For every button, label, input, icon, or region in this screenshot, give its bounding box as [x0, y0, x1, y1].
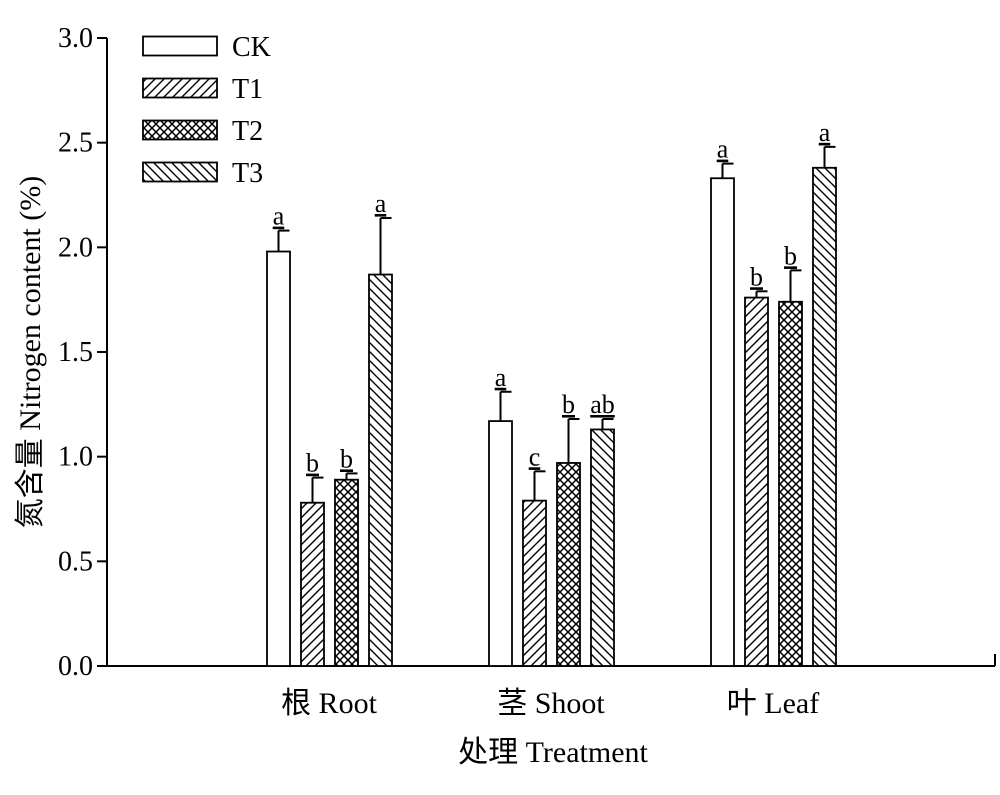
bar-t1	[744, 296, 769, 667]
y-tick-label: 1.5	[58, 337, 93, 368]
legend-label-ck: CK	[232, 32, 271, 63]
x-category-label: 根 Root	[281, 687, 378, 720]
legend-swatch-t1	[142, 77, 218, 99]
bar-t2	[556, 462, 581, 667]
y-tick-label: 1.0	[58, 442, 93, 473]
x-category-label: 茎 Shoot	[497, 687, 605, 720]
bar-ck	[710, 177, 735, 667]
bar-t3	[812, 166, 837, 667]
significance-label: a	[375, 189, 387, 218]
axes: 0.0 0.5 1.0 1.5 2.0 2.5 3.0	[58, 23, 996, 682]
significance-label: c	[529, 442, 541, 471]
x-axis-title: 处理 Treatment	[458, 736, 648, 769]
y-tick-label: 2.5	[58, 128, 93, 159]
bar-t2	[778, 300, 803, 667]
significance-label: b	[562, 390, 575, 419]
y-tick-label: 0.5	[58, 546, 93, 577]
significance-label: ab	[590, 390, 615, 419]
bar-t2	[334, 478, 359, 667]
legend-swatch-ck	[142, 35, 218, 57]
bar-ck	[266, 250, 291, 667]
significance-label: b	[340, 444, 353, 473]
legend-swatch-t3	[142, 161, 218, 183]
bar-t3	[368, 273, 393, 667]
bar-ck	[488, 420, 513, 667]
legend-swatch-t2	[142, 119, 218, 141]
legend-label-t3: T3	[232, 158, 263, 189]
y-tick-label: 2.0	[58, 232, 93, 263]
significance-label: b	[306, 449, 319, 478]
legend: CK T1 T2 T3	[142, 32, 271, 189]
legend-label-t1: T1	[232, 74, 263, 105]
significance-label: a	[273, 202, 285, 231]
legend-label-t2: T2	[232, 116, 263, 147]
significance-label: a	[717, 135, 729, 164]
significance-label: a	[819, 118, 831, 147]
y-axis-title: 氮含量 Nitrogen content (%)	[14, 176, 47, 528]
significance-label: b	[750, 262, 763, 291]
significance-label: b	[784, 241, 797, 270]
x-category-label: 叶 Leaf	[727, 687, 819, 720]
bar-t1	[522, 499, 547, 667]
y-tick-label: 0.0	[58, 651, 93, 682]
y-tick-label: 3.0	[58, 23, 93, 54]
bar-t3	[590, 428, 615, 667]
significance-label: a	[495, 363, 507, 392]
bar-t1	[300, 501, 325, 667]
